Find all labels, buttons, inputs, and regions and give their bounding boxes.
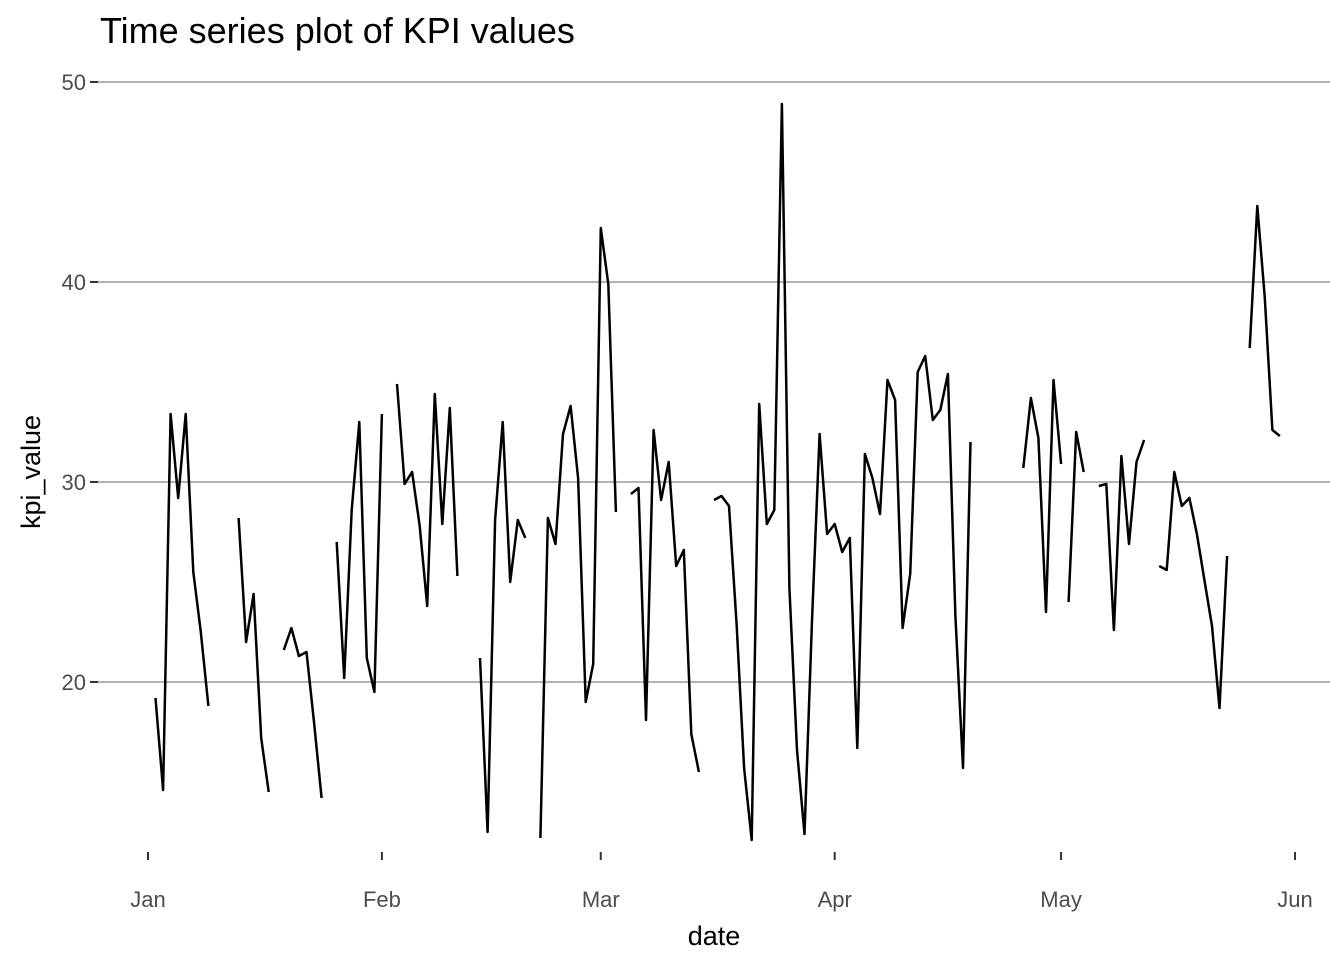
kpi-series (154, 102, 1281, 842)
series-segment-10 (1022, 378, 1063, 614)
series-segment-4 (335, 413, 384, 694)
series-segment-14 (1248, 204, 1281, 437)
x-tick-label-jun: Jun (1277, 887, 1312, 912)
x-tick-label-mar: Mar (582, 887, 620, 912)
x-axis: Jan Feb Mar Apr May Jun (130, 852, 1313, 912)
series-segment-5 (395, 383, 459, 608)
series-segment-13 (1158, 470, 1229, 710)
series-segment-11 (1067, 430, 1085, 603)
x-tick-label-feb: Feb (363, 887, 401, 912)
gridlines (98, 81, 1330, 683)
y-axis-title: kpi_value (16, 415, 46, 529)
x-tick-label-apr: Apr (818, 887, 852, 912)
x-axis-title: date (688, 921, 741, 951)
series-segment-6 (478, 420, 527, 834)
chart-title: Time series plot of KPI values (100, 10, 575, 51)
series-segment-7 (539, 226, 618, 839)
series-segment-2 (237, 517, 270, 793)
y-tick-label-20: 20 (62, 670, 86, 695)
series-segment-3 (282, 626, 323, 799)
x-tick-label-jan: Jan (130, 887, 165, 912)
y-tick-label-50: 50 (62, 70, 86, 95)
series-segment-1 (154, 412, 210, 792)
series-segment-12 (1098, 439, 1146, 632)
y-tick-label-40: 40 (62, 270, 86, 295)
series-segment-9 (713, 102, 972, 842)
y-axis: 20 30 40 50 (62, 70, 98, 695)
x-tick-label-may: May (1040, 887, 1082, 912)
y-tick-label-30: 30 (62, 470, 86, 495)
series-segment-8 (630, 428, 701, 773)
